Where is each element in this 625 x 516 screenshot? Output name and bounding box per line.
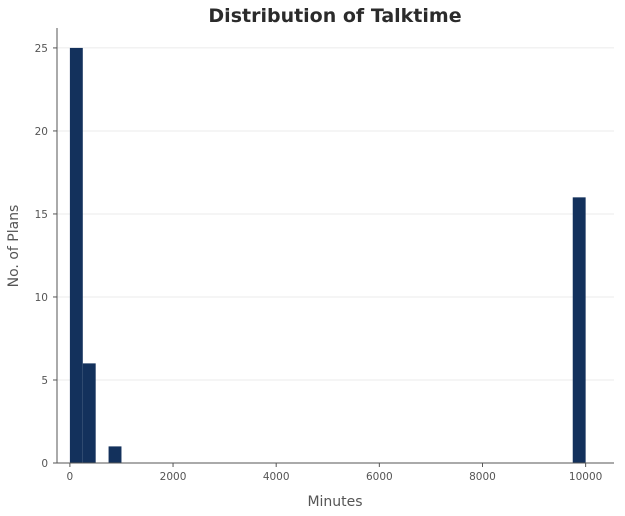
x-tick-labels: 0 2000 4000 6000 8000 10000 [67,463,602,483]
histogram-bar [69,47,83,463]
x-tick-label: 10000 [569,471,602,483]
axes [56,28,614,464]
bars [69,47,586,464]
y-tick-label: 10 [35,292,48,304]
histogram-bar [108,446,122,463]
x-tick-label: 0 [67,471,74,483]
x-tick-label: 2000 [160,471,187,483]
histogram-bar [572,197,586,464]
y-axis-label: No. of Plans [6,205,22,288]
y-tick-label: 0 [41,458,48,470]
y-tick-label: 5 [41,375,48,387]
x-tick-label: 6000 [366,471,393,483]
y-tick-label: 20 [35,126,48,138]
x-tick-label: 8000 [469,471,496,483]
x-axis-label: Minutes [307,494,362,510]
y-tick-label: 25 [35,43,48,55]
x-tick-label: 4000 [263,471,290,483]
y-tick-label: 15 [35,209,48,221]
y-tick-labels: 0 5 10 15 20 25 [35,43,57,470]
histogram-bar [82,363,96,463]
gridlines [57,47,614,381]
chart-title: Distribution of Talktime [208,5,461,27]
